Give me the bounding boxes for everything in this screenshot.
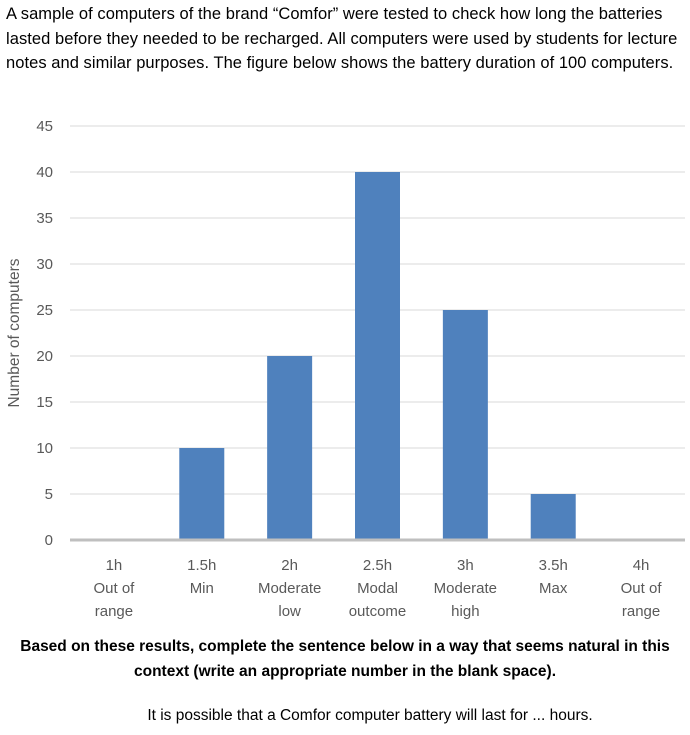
y-tick-label: 30 [36,256,53,273]
x-tick-label-group: 2h Moderate low [258,557,321,620]
x-tick-sublabel: high [451,603,479,620]
x-tick-sublabel: Out of [93,580,135,597]
intro-text: A sample of computers of the brand “Comf… [6,5,678,72]
x-tick-label-group: 1h Out of range [93,557,135,620]
x-tick-sublabel: range [95,603,133,620]
bar-2.5h [355,172,400,540]
battery-duration-bar-chart: 0 5 10 15 20 25 30 35 40 45 1h Out of range 1.5h Min 2… [6,118,685,620]
y-tick-label: 45 [36,118,53,135]
y-axis-title: Number of computers [6,258,23,407]
x-tick-sublabel: low [278,603,301,620]
x-tick-label: 4h [633,557,650,574]
x-tick-label-group: 1.5h Min [187,557,216,597]
y-tick-label: 5 [45,486,53,503]
y-tick-label: 0 [45,532,53,549]
bar-3.5h [530,494,576,540]
x-tick-label-group: 2.5h Modal outcome [349,557,407,620]
x-tick-label: 3h [457,557,474,574]
x-tick-sublabel: Min [190,580,214,597]
x-tick-label-group: 4h Out of range [621,557,663,620]
completion-sentence: It is possible that a Comfor computer ba… [147,707,593,724]
y-tick-label: 35 [36,210,53,227]
y-axis-tick-labels: 0 5 10 15 20 25 30 35 40 45 [36,118,53,549]
instruction-text: Based on these results, complete the sen… [20,638,670,680]
x-axis-tick-labels: 1h Out of range 1.5h Min 2h Moderate low 2.5h Mod… [93,557,662,620]
y-tick-label: 25 [36,302,53,319]
x-tick-sublabel: Moderate [434,580,497,597]
x-tick-sublabel: Modal [357,580,398,597]
x-tick-label: 1h [106,557,123,574]
x-tick-sublabel: outcome [349,603,407,620]
x-tick-label-group: 3h Moderate high [434,557,497,620]
y-tick-label: 15 [36,394,53,411]
x-tick-sublabel: range [622,603,660,620]
x-tick-label: 2.5h [363,557,392,574]
x-tick-sublabel: Moderate [258,580,321,597]
x-tick-label-group: 3.5h Max [539,557,568,597]
bar-3h [442,310,488,540]
y-tick-label: 40 [36,164,53,181]
y-tick-label: 10 [36,440,53,457]
bars [179,172,576,540]
x-tick-label: 2h [281,557,298,574]
x-tick-sublabel: Out of [621,580,663,597]
bar-1.5h [179,448,225,540]
bar-2h [267,356,313,540]
x-tick-label: 1.5h [187,557,216,574]
y-tick-label: 20 [36,348,53,365]
x-tick-label: 3.5h [539,557,568,574]
x-tick-sublabel: Max [539,580,568,597]
